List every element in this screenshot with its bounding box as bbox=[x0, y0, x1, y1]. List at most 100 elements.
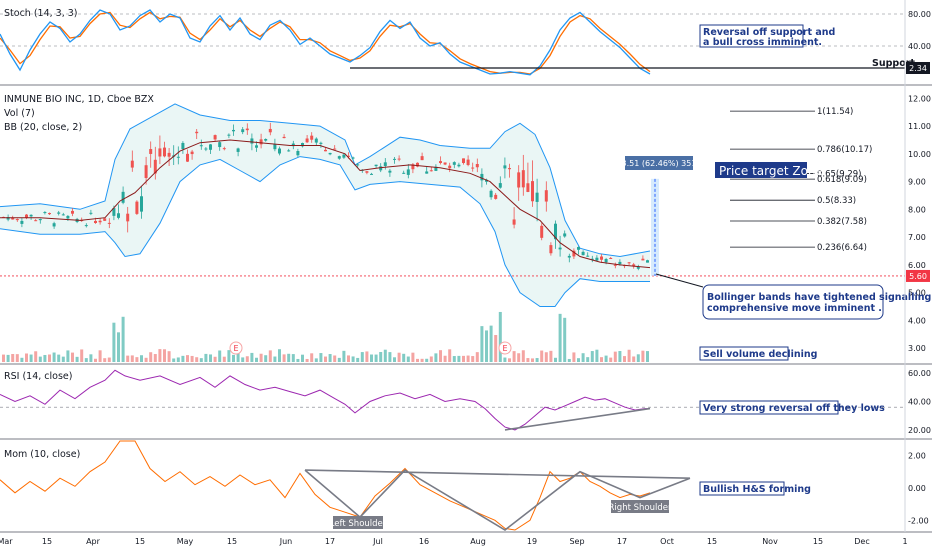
candle-body bbox=[268, 128, 272, 133]
candle-body bbox=[236, 148, 240, 152]
candle-body bbox=[66, 215, 70, 219]
volume-bar bbox=[176, 357, 180, 362]
candle-body bbox=[563, 233, 567, 237]
earnings-marker-2[interactable]: E bbox=[498, 341, 512, 355]
candle-body bbox=[84, 225, 88, 227]
candle-body bbox=[586, 255, 590, 257]
volume-bar bbox=[489, 325, 493, 362]
volume-bar bbox=[577, 358, 580, 362]
candle-body bbox=[577, 247, 580, 250]
volume-bar bbox=[429, 356, 433, 362]
volume-bar bbox=[218, 350, 222, 362]
candle-body bbox=[351, 157, 355, 159]
volume-bar bbox=[167, 351, 171, 362]
candle-body bbox=[604, 259, 608, 263]
volume-bar bbox=[287, 353, 291, 362]
time-tick-label: 17 bbox=[617, 537, 627, 546]
earnings-marker-label: E bbox=[233, 344, 238, 353]
volume-bar bbox=[48, 354, 51, 362]
rsi-annotation-box bbox=[699, 400, 839, 415]
candle-body bbox=[107, 222, 111, 224]
candle-body bbox=[48, 213, 51, 215]
volume-bar bbox=[84, 358, 88, 362]
volume-bar bbox=[107, 357, 111, 362]
volume-bar bbox=[420, 358, 424, 362]
candle-body bbox=[305, 138, 309, 143]
volume-bar bbox=[199, 358, 203, 362]
candle-body bbox=[176, 156, 180, 158]
time-tick-label: Nov bbox=[762, 537, 778, 546]
volume-bar bbox=[20, 357, 24, 362]
earnings-marker-circle[interactable] bbox=[229, 341, 243, 355]
support-value-label: 2.34 bbox=[909, 64, 927, 73]
candle-body bbox=[448, 165, 452, 169]
candle-body bbox=[554, 223, 557, 240]
volume-bar bbox=[554, 357, 557, 362]
candle-body bbox=[480, 173, 484, 181]
volume-bar bbox=[310, 353, 314, 362]
volume-bar bbox=[94, 358, 97, 362]
volume-bar bbox=[521, 350, 525, 362]
earnings-marker-circle[interactable] bbox=[498, 341, 512, 355]
volume-bar bbox=[117, 332, 120, 362]
candle-body bbox=[337, 156, 341, 159]
volume-bar bbox=[406, 356, 410, 362]
volume-bar bbox=[581, 353, 585, 362]
volume-bar bbox=[158, 349, 162, 362]
candle-body bbox=[549, 245, 553, 254]
price-panel: INMUNE BIO INC, 1D, Cboe BZX Vol (7) BB … bbox=[0, 94, 932, 362]
rsi-trendline bbox=[504, 407, 651, 431]
candle-body bbox=[149, 149, 153, 154]
candle-body bbox=[411, 164, 415, 170]
volume-bar bbox=[540, 350, 544, 362]
candle-body bbox=[535, 192, 539, 202]
candle-body bbox=[117, 213, 120, 218]
volume-bar bbox=[52, 352, 56, 362]
candle-body bbox=[6, 217, 10, 220]
earnings-marker-1[interactable]: E bbox=[229, 341, 243, 355]
candle-body bbox=[402, 172, 406, 174]
candle-body bbox=[333, 148, 337, 150]
price-tick-label: 4.00 bbox=[908, 316, 926, 325]
candle-body bbox=[636, 266, 640, 269]
candle-body bbox=[328, 152, 332, 155]
candle-body bbox=[370, 173, 373, 175]
bollinger-lower-line bbox=[0, 156, 650, 307]
candle-body bbox=[439, 161, 442, 164]
candle-body bbox=[140, 196, 143, 212]
candle-body bbox=[383, 162, 387, 167]
candle-body bbox=[517, 172, 521, 188]
rsi-tick-label: 40.00 bbox=[908, 398, 931, 407]
volume-bar bbox=[485, 330, 488, 362]
bollinger-annotation-pointer bbox=[655, 273, 704, 288]
volume-bar bbox=[130, 355, 134, 362]
volume-bar bbox=[544, 352, 548, 362]
time-tick-label: 15 bbox=[813, 537, 823, 546]
candle-body bbox=[89, 212, 93, 214]
candle-body bbox=[627, 262, 631, 264]
volume-bar bbox=[71, 352, 74, 362]
measure-label: 3.51 (62.46%) 351 bbox=[622, 159, 697, 168]
volume-bar bbox=[98, 350, 102, 362]
volume-annotation: Sell volume declining bbox=[703, 349, 817, 360]
bollinger-basis-line bbox=[0, 139, 651, 269]
mom-annotation-box bbox=[699, 481, 785, 496]
volume-bar bbox=[333, 355, 337, 362]
volume-bar bbox=[494, 335, 498, 362]
volume-bar bbox=[186, 355, 189, 362]
volume-bar bbox=[379, 351, 383, 362]
candle-body bbox=[347, 155, 350, 157]
head-shoulders-line bbox=[304, 469, 691, 479]
volume-bar bbox=[301, 354, 304, 362]
time-tick-label: 15 bbox=[135, 537, 145, 546]
candle-body bbox=[34, 220, 38, 222]
volume-bar bbox=[462, 355, 465, 362]
volume-bar bbox=[397, 352, 401, 362]
candle-body bbox=[324, 149, 327, 152]
candle-body bbox=[508, 168, 511, 170]
volume-bar bbox=[241, 357, 245, 362]
stoch-y-axis: 80.00 40.00 bbox=[0, 10, 931, 51]
candle-body bbox=[590, 258, 594, 260]
